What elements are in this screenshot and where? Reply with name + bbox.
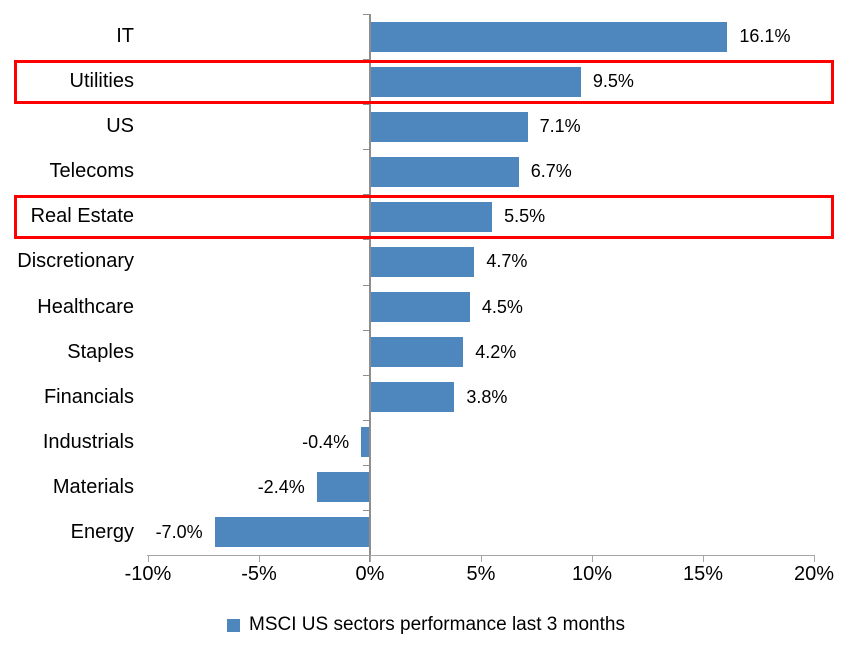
legend-swatch-icon [227, 618, 241, 632]
x-tick-label: -10% [124, 563, 172, 585]
category-axis-tick [363, 374, 370, 376]
category-axis-tick [363, 14, 370, 15]
bar [370, 111, 528, 142]
category-axis-tick [363, 509, 370, 511]
value-label: 4.7% [486, 251, 528, 272]
value-label: 16.1% [739, 26, 791, 46]
value-label: -2.4% [257, 476, 305, 497]
value-label: -7.0% [155, 521, 203, 542]
value-label: 4.5% [481, 296, 523, 317]
x-tick-label: -5% [241, 563, 277, 585]
category-axis-tick [363, 239, 370, 241]
legend: MSCI US sectors performance last 3 month… [0, 611, 852, 639]
x-axis-tick [814, 555, 815, 562]
category-axis-tick [363, 329, 370, 331]
x-axis-tick [703, 555, 704, 562]
category-label: IT [116, 25, 134, 47]
value-label: 6.7% [530, 161, 572, 182]
category-label: US [106, 115, 134, 138]
highlight-box-real-estate [14, 194, 834, 239]
category-axis-tick [363, 59, 370, 61]
x-tick-label: 20% [793, 563, 835, 585]
bar [370, 156, 519, 187]
category-label: Energy [70, 520, 134, 543]
x-tick-label: 5% [466, 563, 496, 585]
x-axis-tick [370, 555, 371, 562]
x-tick-label: 15% [682, 563, 724, 585]
value-label: 3.8% [466, 386, 508, 407]
bar [370, 201, 493, 232]
value-label: 5.5% [504, 206, 546, 227]
bar [370, 382, 455, 413]
category-axis-tick [363, 419, 370, 421]
category-axis-tick [363, 464, 370, 466]
value-label: 7.1% [539, 116, 581, 137]
x-axis-tick [592, 555, 593, 562]
x-axis-tick [481, 555, 482, 562]
category-label: Real Estate [30, 205, 134, 228]
bar [214, 517, 370, 548]
category-label: Discretionary [17, 250, 134, 273]
category-label: Healthcare [37, 295, 134, 318]
legend-label: MSCI US sectors performance last 3 month… [249, 614, 625, 635]
bar [316, 472, 370, 503]
value-label: -0.4% [302, 431, 350, 452]
bar [370, 337, 464, 368]
value-label: 4.2% [475, 341, 517, 362]
category-axis-tick [363, 194, 370, 196]
bar [370, 292, 470, 323]
x-tick-label: 10% [571, 563, 613, 585]
x-tick-label: 0% [355, 563, 385, 585]
bar [361, 427, 370, 458]
category-label: Utilities [69, 70, 134, 93]
category-label: Materials [52, 475, 134, 498]
category-label: Telecoms [49, 160, 134, 183]
x-axis-tick [148, 555, 149, 562]
zero-baseline [369, 14, 371, 562]
category-axis-tick [363, 284, 370, 286]
highlight-box-utilities [14, 59, 834, 104]
bar [370, 66, 581, 97]
value-label: 9.5% [592, 71, 634, 92]
x-axis-tick [259, 555, 260, 562]
category-axis-tick [363, 149, 370, 151]
bar [370, 21, 728, 52]
category-label: Industrials [42, 430, 134, 453]
category-axis-tick [363, 104, 370, 106]
category-label: Staples [67, 340, 134, 363]
bar [370, 246, 475, 277]
category-label: Financials [43, 385, 134, 408]
